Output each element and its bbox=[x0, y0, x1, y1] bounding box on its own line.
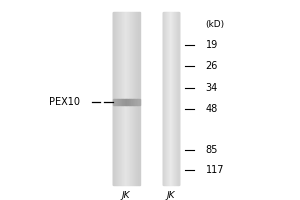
Text: 48: 48 bbox=[206, 104, 218, 114]
Bar bbox=[126, 12, 127, 185]
Bar bbox=[129, 99, 130, 105]
Text: 19: 19 bbox=[206, 40, 218, 50]
Bar bbox=[132, 12, 133, 185]
Text: 26: 26 bbox=[206, 61, 218, 71]
Bar bbox=[123, 99, 125, 105]
Bar bbox=[128, 12, 129, 185]
Bar bbox=[134, 99, 136, 105]
Text: JK: JK bbox=[167, 191, 175, 200]
Text: JK: JK bbox=[122, 191, 130, 200]
Bar bbox=[138, 12, 139, 185]
Bar bbox=[120, 12, 121, 185]
Bar bbox=[114, 99, 115, 105]
Bar bbox=[112, 99, 114, 105]
Text: 34: 34 bbox=[206, 83, 218, 93]
Bar bbox=[115, 99, 116, 105]
Bar bbox=[121, 12, 122, 185]
Bar bbox=[116, 99, 118, 105]
Bar bbox=[135, 12, 136, 185]
Bar bbox=[118, 12, 119, 185]
Bar bbox=[136, 99, 137, 105]
Bar bbox=[122, 12, 123, 185]
Bar bbox=[114, 12, 115, 185]
Bar bbox=[119, 99, 121, 105]
Bar bbox=[115, 12, 116, 185]
Bar bbox=[125, 12, 126, 185]
Bar bbox=[118, 99, 119, 105]
Bar bbox=[127, 99, 129, 105]
Bar bbox=[139, 12, 140, 185]
Bar bbox=[126, 99, 127, 105]
Bar bbox=[113, 12, 114, 185]
Text: 85: 85 bbox=[206, 145, 218, 155]
Bar bbox=[125, 99, 126, 105]
Bar bbox=[130, 99, 131, 105]
Bar bbox=[122, 99, 123, 105]
Bar bbox=[138, 99, 140, 105]
Bar bbox=[133, 12, 134, 185]
Bar bbox=[131, 12, 132, 185]
Bar bbox=[121, 99, 122, 105]
Bar bbox=[116, 12, 117, 185]
Bar bbox=[116, 12, 117, 185]
Bar bbox=[136, 12, 137, 185]
Bar bbox=[112, 12, 113, 185]
Text: (kD): (kD) bbox=[206, 20, 225, 29]
Bar bbox=[119, 12, 120, 185]
Text: 117: 117 bbox=[206, 165, 224, 175]
Bar bbox=[137, 99, 138, 105]
Bar bbox=[124, 12, 125, 185]
Bar bbox=[133, 99, 134, 105]
Bar bbox=[131, 99, 133, 105]
Bar bbox=[130, 12, 131, 185]
Bar bbox=[129, 12, 130, 185]
Bar bbox=[137, 12, 138, 185]
Bar bbox=[127, 12, 128, 185]
Text: PEX10: PEX10 bbox=[49, 97, 80, 107]
Bar bbox=[123, 12, 124, 185]
Bar bbox=[117, 12, 118, 185]
